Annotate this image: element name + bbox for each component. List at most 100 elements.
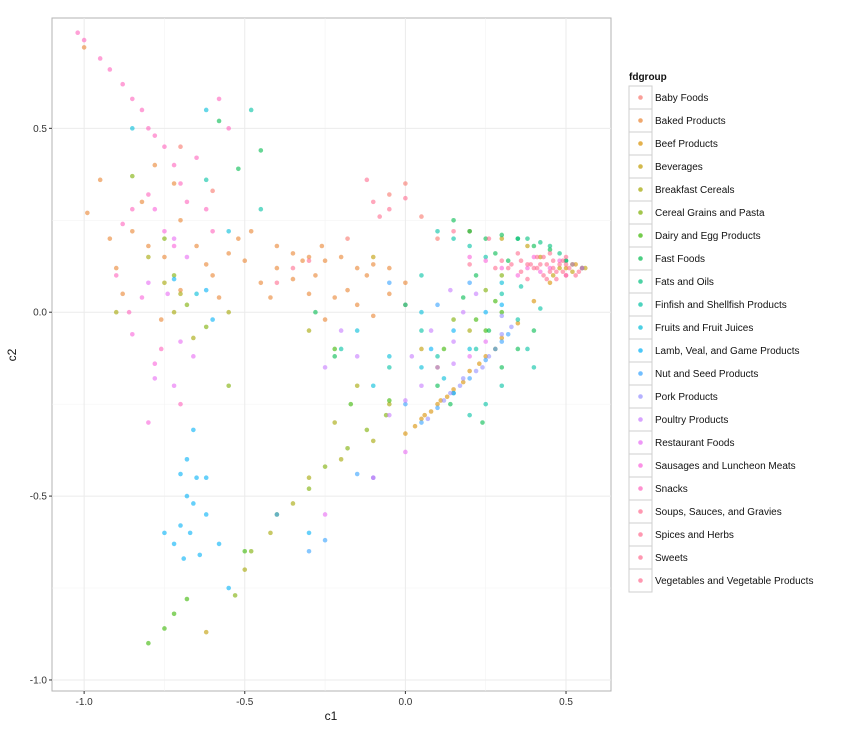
legend-label: Sweets xyxy=(655,553,688,564)
data-point xyxy=(152,376,158,381)
data-point xyxy=(332,420,338,425)
data-point xyxy=(152,133,158,138)
data-point xyxy=(403,398,408,403)
data-point xyxy=(203,262,209,267)
legend-key-point xyxy=(638,509,643,514)
data-point xyxy=(387,206,392,212)
legend-label: Soups, Sauces, and Gravies xyxy=(655,507,782,518)
data-point xyxy=(370,262,376,267)
data-point xyxy=(403,195,408,201)
data-point xyxy=(152,206,158,212)
data-point xyxy=(509,324,514,330)
data-point xyxy=(322,512,328,517)
data-point xyxy=(146,243,151,249)
data-point xyxy=(130,126,135,131)
x-tick-label: -0.5 xyxy=(236,697,254,708)
data-point xyxy=(554,276,559,282)
data-point xyxy=(563,254,569,260)
data-point xyxy=(486,328,492,333)
data-point xyxy=(550,258,556,264)
data-point xyxy=(435,236,440,241)
data-point xyxy=(203,287,209,293)
data-point xyxy=(139,295,145,300)
data-point xyxy=(419,420,424,425)
data-point xyxy=(460,295,466,300)
data-point xyxy=(226,229,231,234)
data-point xyxy=(258,280,264,286)
data-point xyxy=(499,335,505,341)
data-point xyxy=(435,354,440,359)
data-point xyxy=(171,162,177,168)
data-point xyxy=(473,291,479,297)
legend-key-point xyxy=(638,394,643,399)
data-point xyxy=(419,328,424,333)
data-point xyxy=(570,269,575,275)
data-point xyxy=(354,383,360,389)
data-point xyxy=(338,254,344,260)
data-point xyxy=(538,254,543,260)
data-point xyxy=(435,405,440,411)
data-point xyxy=(306,328,312,333)
data-point xyxy=(210,188,215,194)
data-point xyxy=(403,302,408,308)
data-point xyxy=(499,273,505,278)
data-point xyxy=(483,287,489,293)
legend-key-point xyxy=(638,164,643,169)
data-point xyxy=(422,412,427,418)
data-point xyxy=(428,346,434,352)
data-point xyxy=(130,331,135,337)
data-point xyxy=(525,262,530,267)
data-point xyxy=(332,354,338,359)
data-point xyxy=(162,144,167,150)
data-point xyxy=(268,530,273,536)
data-point xyxy=(387,398,392,403)
data-point xyxy=(557,258,562,264)
data-point xyxy=(370,438,376,444)
data-point xyxy=(370,383,376,389)
legend-label: Beverages xyxy=(655,162,703,173)
legend-key-point xyxy=(638,141,643,146)
data-point xyxy=(354,302,360,308)
data-point xyxy=(493,346,498,352)
data-point xyxy=(181,556,187,561)
data-point xyxy=(419,416,424,422)
data-point xyxy=(547,280,553,286)
data-point xyxy=(467,354,472,359)
data-point xyxy=(338,328,344,333)
legend-key-point xyxy=(638,233,643,238)
legend-key-point xyxy=(638,463,643,468)
data-point xyxy=(130,173,135,179)
data-point xyxy=(248,107,254,113)
data-point xyxy=(531,254,537,260)
data-point xyxy=(563,262,569,267)
data-point xyxy=(146,280,151,286)
data-point xyxy=(322,537,328,543)
data-point xyxy=(419,273,424,278)
data-point xyxy=(226,309,231,315)
data-point xyxy=(547,269,553,275)
legend-label: Breakfast Cereals xyxy=(655,185,734,196)
data-point xyxy=(348,401,354,407)
data-point xyxy=(518,284,524,289)
data-point xyxy=(451,361,456,366)
data-point xyxy=(518,269,524,275)
data-point xyxy=(171,611,177,617)
data-point xyxy=(274,280,280,286)
data-point xyxy=(563,265,569,271)
data-point xyxy=(486,354,492,359)
data-point xyxy=(550,265,556,271)
data-point xyxy=(444,394,450,400)
legend-label: Snacks xyxy=(655,484,688,495)
legend-key-point xyxy=(638,371,643,376)
data-point xyxy=(232,593,238,598)
data-point xyxy=(505,258,511,264)
x-tick-label: -1.0 xyxy=(76,697,94,708)
data-point xyxy=(483,328,489,333)
data-point xyxy=(338,346,344,352)
data-point xyxy=(162,530,167,536)
y-axis-title: c2 xyxy=(5,348,19,361)
data-point xyxy=(525,236,530,241)
data-point xyxy=(158,346,164,352)
data-point xyxy=(370,475,376,480)
